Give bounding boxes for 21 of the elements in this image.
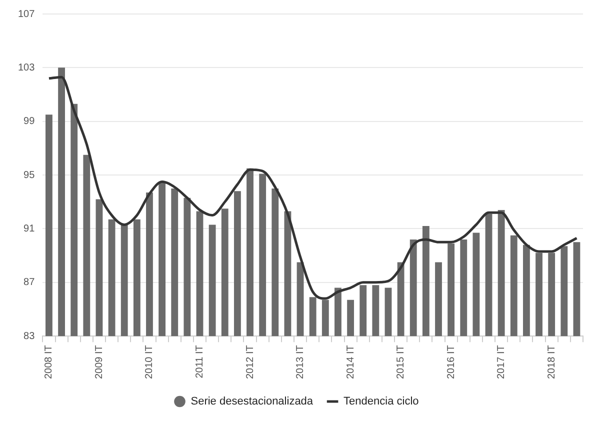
line-series <box>48 76 578 300</box>
x-tick-label: 2015 IT <box>396 345 407 380</box>
x-tick-label: 2012 IT <box>244 345 256 380</box>
legend-label: Tendencia ciclo <box>344 396 419 408</box>
y-tick-label: 103 <box>18 62 36 74</box>
x-tick-label: 2016 IT <box>446 345 457 380</box>
y-tick-label: 83 <box>24 330 36 342</box>
x-tick-label: 2014 IT <box>345 345 356 380</box>
y-tick-label: 95 <box>24 170 36 181</box>
x-tick-label: 2011 IT <box>194 345 206 378</box>
y-tick-label: 87 <box>24 277 36 288</box>
legend-label: Serie desestacionalizada <box>190 396 314 408</box>
y-tick-label: 99 <box>24 116 36 128</box>
y-tick-label: 107 <box>18 8 36 20</box>
x-tick-label: 2008 IT <box>44 345 55 380</box>
x-tick-label: 2013 IT <box>295 345 306 380</box>
x-tick-label: 2017 IT <box>496 345 508 380</box>
x-tick-label: 2018 IT <box>546 345 558 380</box>
x-tick-label: 2010 IT <box>144 345 156 380</box>
y-tick-label: 91 <box>24 223 36 234</box>
x-tick-label: 2009 IT <box>94 345 105 380</box>
